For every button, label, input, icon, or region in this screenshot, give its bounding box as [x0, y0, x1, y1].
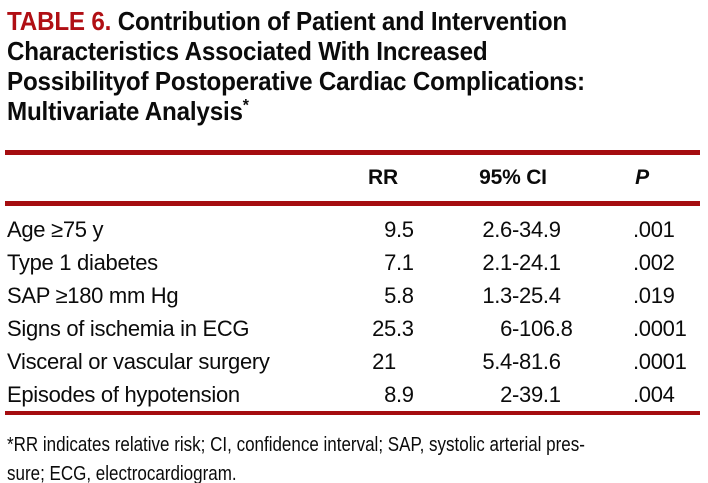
table-header-row: RR 95% CI P: [0, 155, 708, 201]
rr-frac-part: .8: [396, 282, 414, 308]
ci-high: -81.6: [512, 348, 561, 374]
row-label: SAP ≥180 mm Hg: [7, 282, 179, 308]
title-line-1-text: Contribution of Patient and Intervention: [117, 6, 568, 36]
ci-value: 2 -39.1: [443, 382, 583, 408]
bottom-rule: [5, 411, 700, 415]
row-label: Signs of ischemia in ECG: [7, 315, 250, 341]
title-line-1: TABLE 6. Contribution of Patient and Int…: [7, 6, 652, 36]
table-row: Episodes of hypotension 8.9 2 -39.1.004: [0, 378, 708, 411]
p-value: .001: [633, 216, 675, 242]
row-label: Visceral or vascular surgery: [7, 348, 270, 374]
rr-value: 25.3: [323, 316, 443, 342]
footnote-line-1: *RR indicates relative risk; CI, confide…: [7, 431, 701, 460]
ci-high: -34.9: [512, 216, 561, 242]
p-value: .004: [633, 381, 675, 407]
ci-value: 5.4 -81.6: [443, 349, 583, 375]
ci-high: -24.1: [512, 249, 561, 275]
title-line-2: Characteristics Associated With Increase…: [7, 36, 488, 66]
rr-frac-part: .1: [396, 249, 414, 275]
table-row: Visceral or vascular surgery 21 5.4 -81.6 .0…: [0, 345, 708, 378]
ci-low: 6: [500, 315, 512, 341]
table-footnote: *RR indicates relative risk; CI, confide…: [0, 431, 708, 483]
table-number-label: TABLE 6.: [7, 6, 112, 36]
rr-frac-part: .3: [396, 315, 414, 341]
ci-low: 2.6: [482, 216, 512, 242]
ci-low: 5.4: [482, 348, 512, 374]
rr-frac-part: .9: [396, 381, 414, 407]
footnote-marker: *: [242, 95, 249, 115]
column-header-p: P: [635, 166, 649, 189]
rr-int-part: 5: [384, 282, 396, 308]
header-separator-rule: [5, 201, 700, 206]
p-value: .019: [633, 282, 675, 308]
footnote-line-2: sure; ECG, electrocardiogram.: [7, 460, 701, 483]
ci-low: 1.3: [482, 282, 512, 308]
title-line-3: Possibilityof Postoperative Cardiac Comp…: [7, 66, 585, 96]
ci-value: 1.3 -25.4: [443, 283, 583, 309]
rr-int-part: 7: [384, 249, 396, 275]
table-row: Age ≥75 y 9.5 2.6 -34.9.001: [0, 213, 708, 246]
rr-int-part: 9: [384, 216, 396, 242]
rr-value: 8.9: [323, 382, 443, 408]
rr-int-part: 8: [384, 381, 396, 407]
p-value: .0001: [633, 315, 687, 341]
ci-value: 6 -106.8: [443, 316, 583, 342]
ci-low: 2: [500, 381, 512, 407]
footnote-line-2-text: sure; ECG, electrocardiogram.: [7, 463, 237, 483]
ci-high: -25.4: [512, 282, 561, 308]
p-value: .002: [633, 249, 675, 275]
ci-high: -39.1: [512, 381, 561, 407]
row-label: Episodes of hypotension: [7, 381, 240, 407]
title-line-4: Multivariate Analysis*: [7, 96, 652, 126]
rr-frac-part: [396, 349, 443, 375]
rr-value: 5.8: [323, 283, 443, 309]
rr-value: 7.1: [323, 250, 443, 276]
p-value: .0001: [633, 348, 687, 374]
rr-value: 9.5: [323, 217, 443, 243]
ci-low: 2.1: [482, 249, 512, 275]
rr-int-part: 21: [372, 348, 396, 374]
title-separator-rule: [5, 150, 700, 155]
footnote-line-1-text: *RR indicates relative risk; CI, confide…: [7, 434, 585, 456]
row-label: Type 1 diabetes: [7, 249, 158, 275]
table-row: Signs of ischemia in ECG 25.3 6 -106.8.0001: [0, 312, 708, 345]
rr-value: 21: [323, 349, 443, 375]
ci-high: -106.8: [512, 315, 573, 341]
rr-int-part: 25: [372, 315, 396, 341]
column-header-ci: 95% CI: [479, 166, 547, 189]
table-row: Type 1 diabetes 7.1 2.1 -24.1.002: [0, 246, 708, 279]
row-label: Age ≥75 y: [7, 216, 104, 242]
table-title: TABLE 6. Contribution of Patient and Int…: [0, 0, 708, 126]
table-row: SAP ≥180 mm Hg 5.8 1.3 -25.4.019: [0, 279, 708, 312]
rr-frac-part: .5: [396, 216, 414, 242]
table-body: Age ≥75 y 9.5 2.6 -34.9.001 Type 1 diabetes 7…: [0, 206, 708, 411]
ci-value: 2.1 -24.1: [443, 250, 583, 276]
ci-value: 2.6 -34.9: [443, 217, 583, 243]
title-line-4-text: Multivariate Analysis: [7, 96, 243, 126]
column-header-rr: RR: [368, 166, 398, 189]
